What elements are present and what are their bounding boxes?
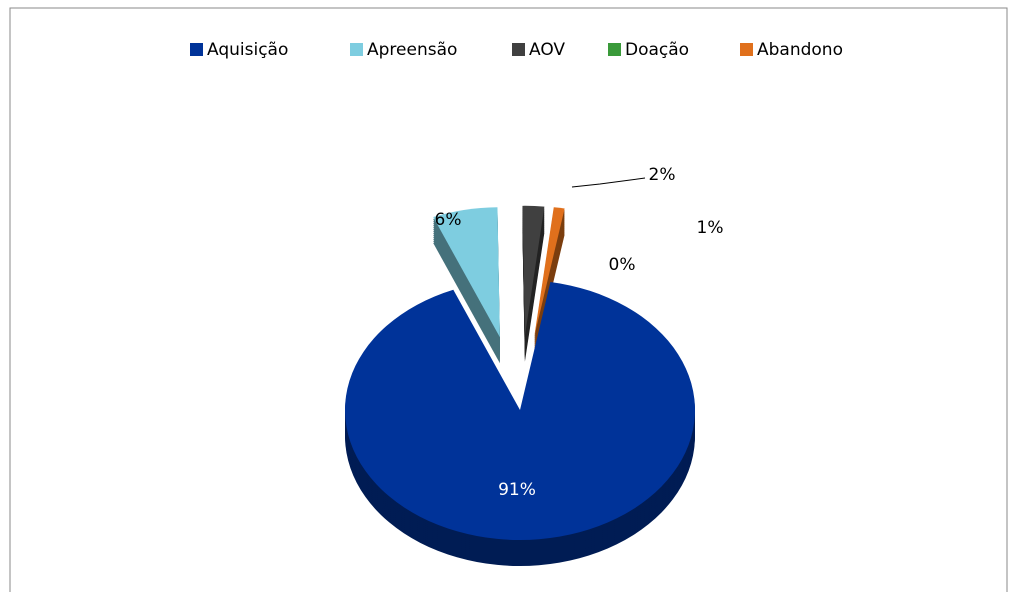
data-label: 1% [697, 218, 724, 238]
slice-side-layer [534, 213, 565, 343]
legend-swatch [512, 43, 525, 56]
slice-side-layer [534, 209, 565, 339]
slice-side-layer [534, 217, 565, 347]
slice-side-layer [534, 219, 565, 349]
legend-swatch [740, 43, 753, 56]
legend-swatch [350, 43, 363, 56]
legend-label: Aquisição [207, 40, 288, 60]
legend-label: Abandono [757, 40, 843, 60]
pie-slice [344, 281, 696, 540]
legend-label: Apreensão [367, 40, 457, 60]
legend-swatch [608, 43, 621, 56]
slice-side-layer [534, 211, 565, 341]
slice-side-layer [534, 215, 565, 345]
leader-line [571, 177, 646, 188]
data-label: 0% [609, 255, 636, 275]
data-label: 6% [435, 210, 462, 230]
data-label: 91% [498, 480, 536, 500]
pie-slice [522, 205, 545, 336]
pie-slice [534, 207, 565, 337]
legend-label: AOV [529, 40, 565, 60]
data-label: 2% [649, 165, 676, 185]
legend-swatch [190, 43, 203, 56]
legend-label: Doação [625, 40, 689, 60]
pie-slice [433, 207, 500, 338]
